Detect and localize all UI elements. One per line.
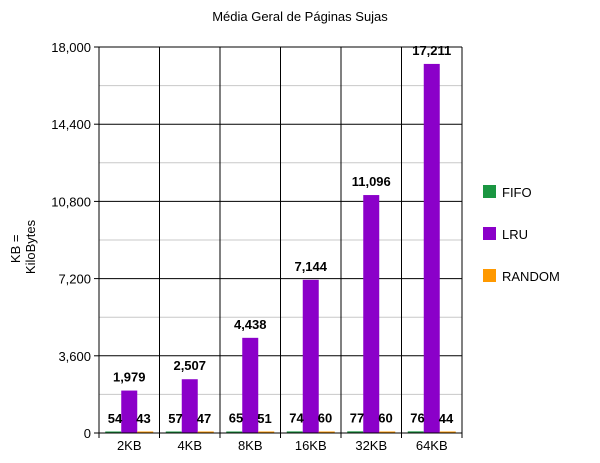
y-tick-label: 10,800 [51,194,91,209]
bar-random-2kb [137,431,154,433]
data-labels: 54 1,979 43 57 2,507 47 65 4,438 51 74 7,144 60 77 11… [108,43,454,426]
y-tick-label: 7,200 [58,272,91,287]
data-label: 7,144 [294,259,327,274]
bar-random-32kb [379,431,396,433]
data-label: 76 [410,410,424,425]
data-label: 11,096 [352,174,391,189]
bar-random-4kb [197,431,214,433]
chart-title: Média Geral de Páginas Sujas [212,9,388,24]
bar-lru-8kb [242,337,259,433]
bar-random-16kb [318,431,335,433]
bar-fifo-8kb [226,431,243,433]
legend: FIFO LRU RANDOM [483,185,560,284]
bar-lru-64kb [423,63,440,433]
legend-label-random: RANDOM [502,269,560,284]
x-tick-label: 2KB [117,438,142,453]
bar-fifo-2kb [105,431,122,433]
y-tick-label: 3,600 [58,349,91,364]
axes [94,46,463,438]
bar-lru-2kb [121,390,138,433]
data-label: 1,979 [113,370,146,385]
bar-fifo-32kb [347,431,364,433]
x-tick-label: 8KB [238,438,263,453]
gridlines [99,46,463,433]
bar-fifo-64kb [407,431,424,433]
y-tick-labels: 0 3,600 7,200 10,800 14,400 18,000 [51,40,91,441]
y-axis-label-line-1: KB = [8,235,23,264]
data-label: 2,507 [173,358,206,373]
data-label: 65 [229,411,243,426]
data-label: 47 [197,411,211,426]
x-tick-label: 64KB [416,438,448,453]
data-label: 77 [350,410,364,425]
x-tick-label: 4KB [177,438,202,453]
bars [105,63,456,433]
bar-random-8kb [258,431,275,433]
data-label: 74 [289,410,304,425]
data-label: 17,211 [412,43,451,58]
data-label: 60 [318,411,332,426]
x-tick-labels: 2KB 4KB 8KB 16KB 32KB 64KB [117,438,448,453]
y-axis-label-line-2: KiloBytes [23,219,38,274]
y-tick-label: 14,400 [51,117,91,132]
data-label: 51 [257,411,271,426]
legend-swatch-random [483,269,496,282]
data-label: 43 [136,411,150,426]
y-axis-label: KB = KiloBytes [8,219,38,274]
legend-swatch-fifo [483,185,496,198]
x-tick-label: 16KB [295,438,327,453]
bar-fifo-16kb [286,431,303,433]
data-label: 57 [168,411,182,426]
legend-label-lru: LRU [502,227,528,242]
bar-fifo-4kb [165,431,182,433]
bar-random-64kb [439,431,456,433]
legend-swatch-lru [483,227,496,240]
data-label: 54 [108,411,123,426]
y-tick-label: 0 [84,426,91,441]
bar-lru-16kb [302,279,319,433]
data-label: 4,438 [234,317,267,332]
data-label: 60 [378,411,392,426]
y-tick-label: 18,000 [51,40,91,55]
legend-label-fifo: FIFO [502,185,532,200]
data-label: 44 [439,411,454,426]
bar-lru-4kb [181,379,198,433]
x-tick-label: 32KB [355,438,387,453]
bar-lru-32kb [363,195,380,433]
